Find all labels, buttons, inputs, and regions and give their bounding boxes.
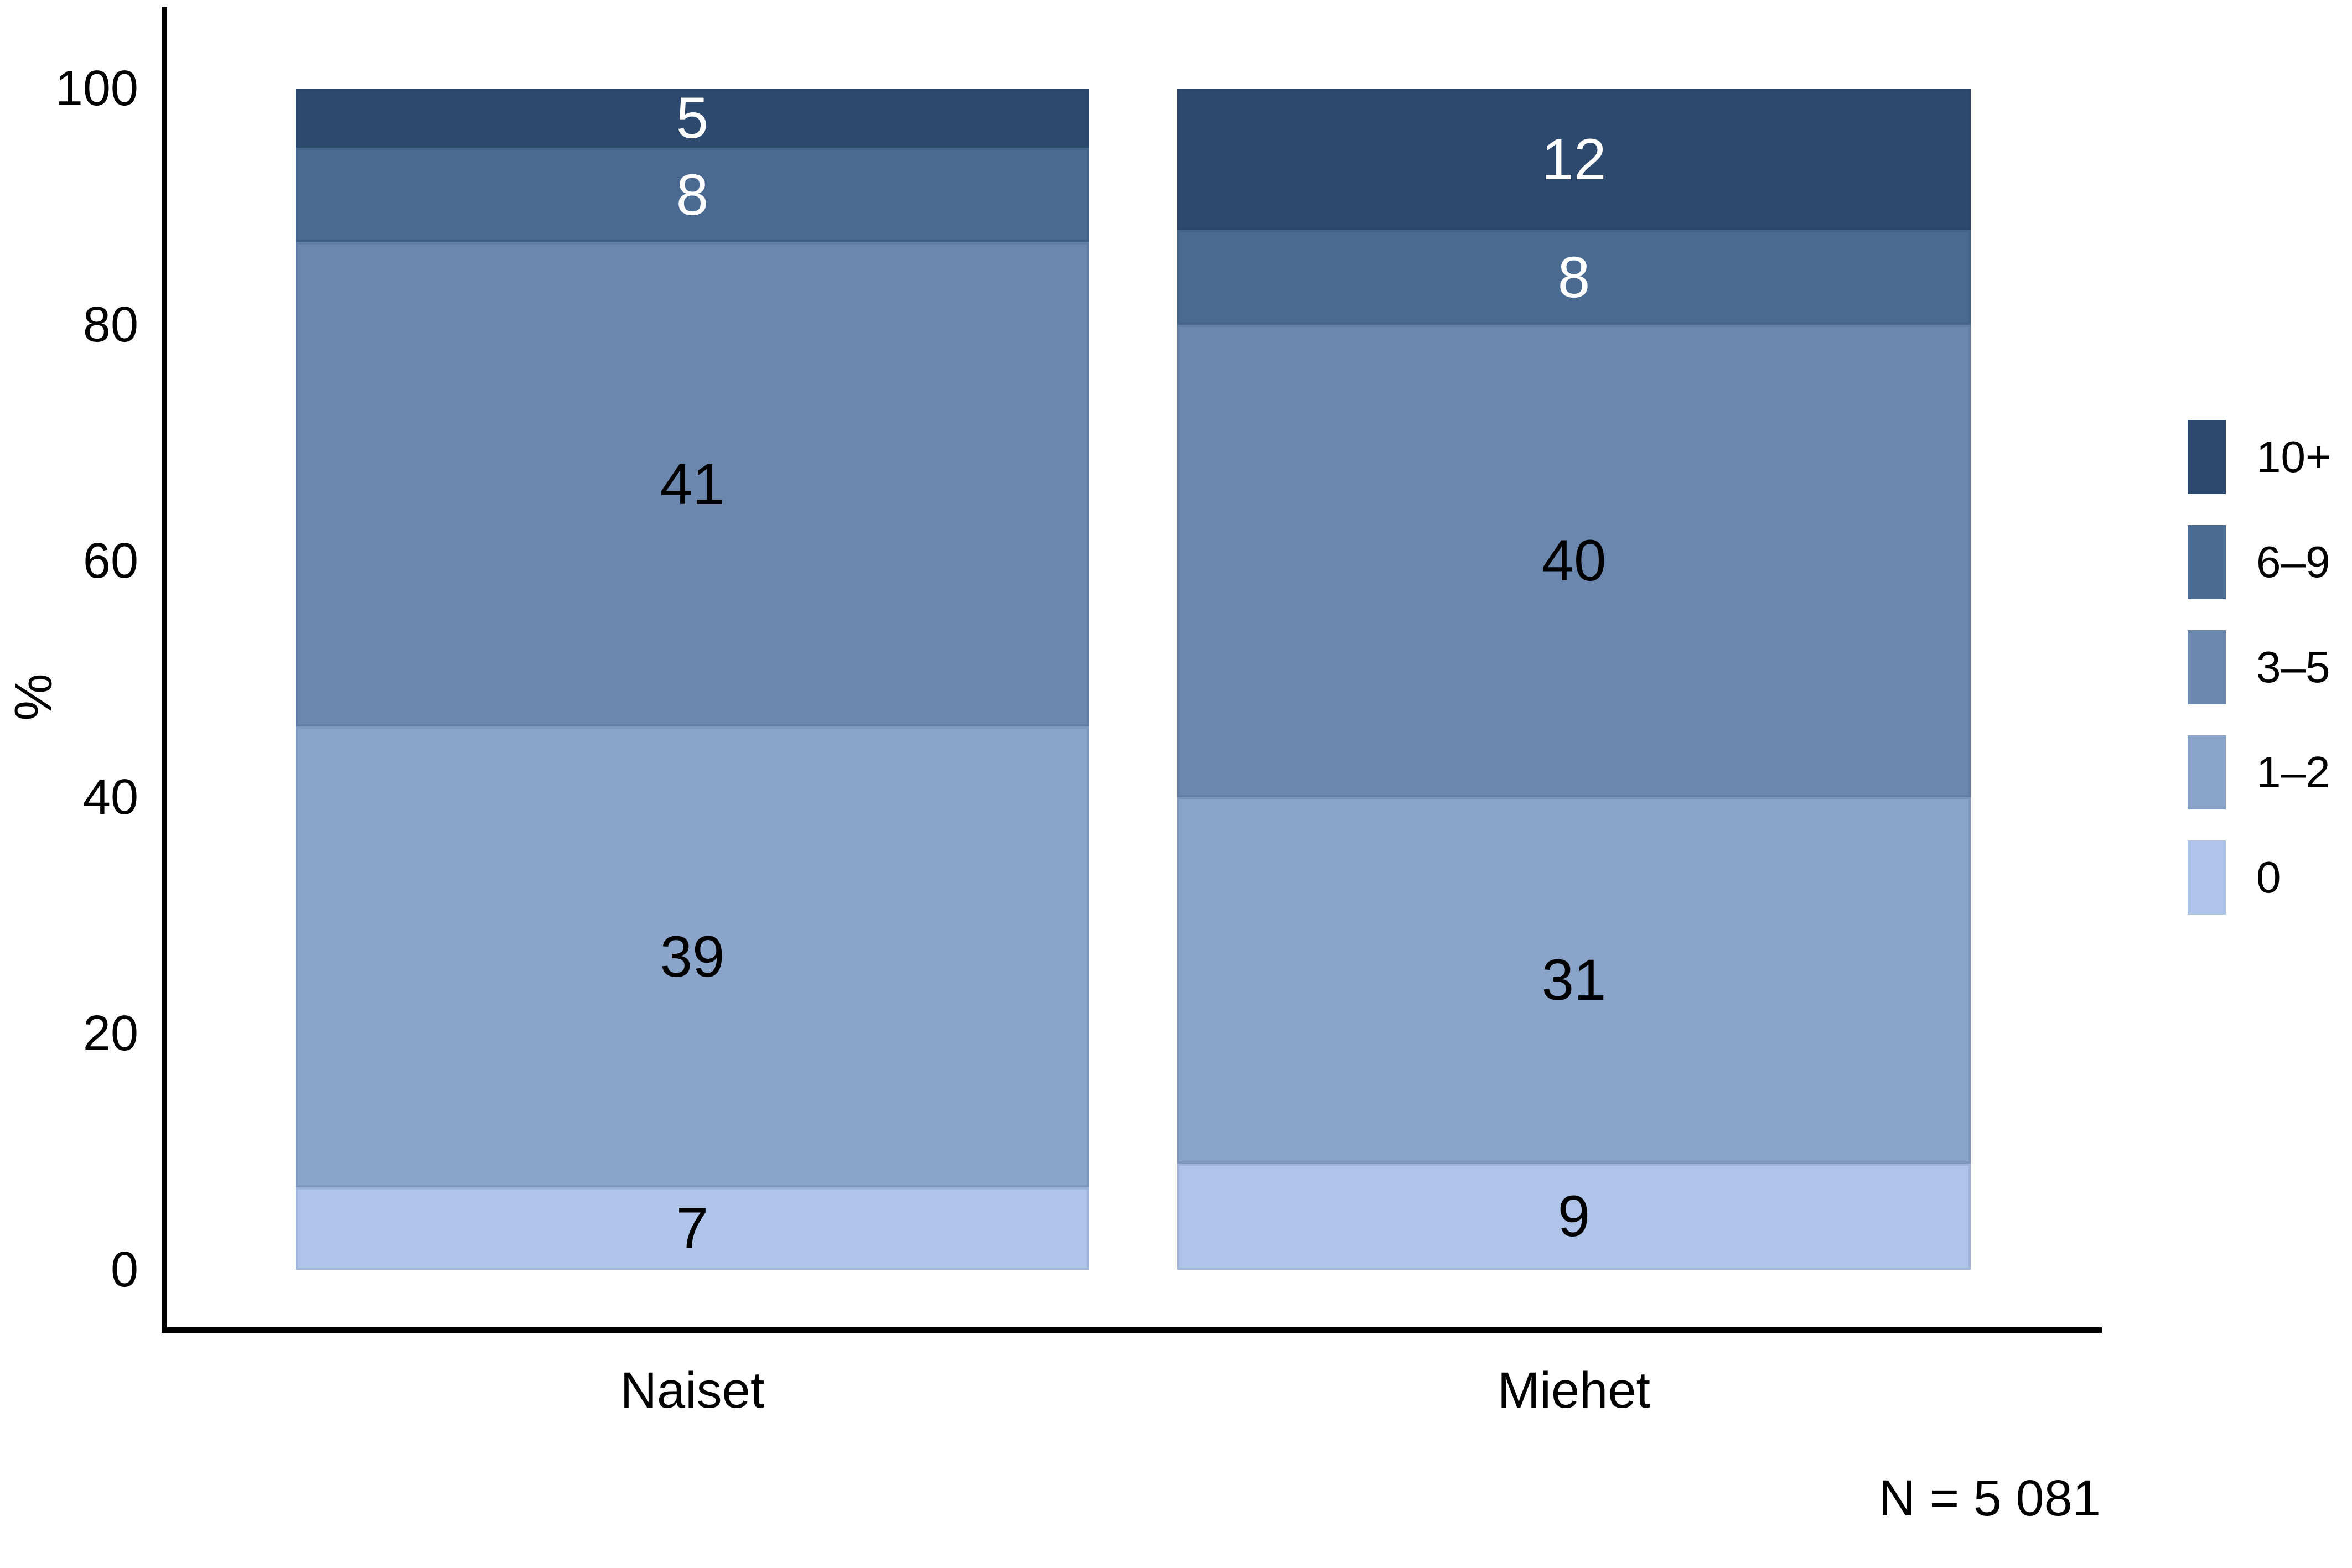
legend-label: 1–2 — [2256, 747, 2330, 797]
legend-label: 3–5 — [2256, 642, 2330, 692]
legend-entry-10+: 10+ — [2188, 420, 2332, 494]
bar-segment-3–5: 40 — [1177, 324, 1971, 797]
legend-label: 6–9 — [2256, 537, 2330, 586]
legend-swatch-icon — [2188, 630, 2226, 704]
bar-segment-3–5: 41 — [296, 242, 1089, 726]
y-tick-label: 60 — [82, 533, 138, 589]
legend-swatch-icon — [2188, 525, 2226, 599]
legend-entry-0: 0 — [2188, 840, 2332, 915]
y-tick-label: 80 — [82, 297, 138, 352]
sample-size-note: N = 5 081 — [1878, 1470, 2101, 1527]
segment-value-label: 5 — [676, 85, 709, 150]
y-axis-title: % — [4, 673, 63, 721]
bar-miehet: 12 8 40 31 9 — [1177, 89, 1971, 1270]
y-tick-label: 40 — [82, 770, 138, 825]
category-label-naiset: Naiset — [620, 1362, 765, 1419]
bar-segment-6–9: 8 — [1177, 230, 1971, 325]
segment-value-label: 12 — [1541, 127, 1607, 192]
bar-segment-6–9: 8 — [296, 147, 1089, 242]
legend-label: 0 — [2256, 853, 2281, 902]
segment-value-label: 8 — [1557, 245, 1591, 310]
segment-value-label: 41 — [660, 451, 725, 517]
legend-label: 10+ — [2256, 432, 2332, 481]
x-axis-line — [162, 1327, 2102, 1333]
bar-segment-10+: 5 — [296, 89, 1089, 148]
y-tick-label: 0 — [110, 1242, 138, 1297]
bar-segment-0: 7 — [296, 1187, 1089, 1270]
legend-entry-6–9: 6–9 — [2188, 525, 2332, 599]
bar-naiset: 5 8 41 39 7 — [296, 89, 1089, 1270]
bar-segment-1–2: 39 — [296, 726, 1089, 1187]
category-label-miehet: Miehet — [1497, 1362, 1651, 1419]
segment-value-label: 8 — [676, 162, 709, 227]
bar-segment-1–2: 31 — [1177, 797, 1971, 1164]
y-axis-line — [162, 7, 167, 1333]
legend-entry-3–5: 3–5 — [2188, 630, 2332, 704]
legend-swatch-icon — [2188, 840, 2226, 915]
segment-value-label: 7 — [676, 1196, 709, 1261]
y-tick-label: 20 — [82, 1006, 138, 1061]
segment-value-label: 9 — [1557, 1184, 1591, 1249]
bar-segment-10+: 12 — [1177, 89, 1971, 231]
legend-swatch-icon — [2188, 735, 2226, 809]
segment-value-label: 40 — [1541, 528, 1607, 594]
y-tick-label: 100 — [55, 61, 138, 116]
legend: 10+ 6–9 3–5 1–2 0 — [2188, 420, 2332, 915]
legend-swatch-icon — [2188, 420, 2226, 494]
legend-entry-1–2: 1–2 — [2188, 735, 2332, 809]
segment-value-label: 31 — [1541, 948, 1607, 1013]
bar-segment-0: 9 — [1177, 1163, 1971, 1270]
segment-value-label: 39 — [660, 924, 725, 989]
